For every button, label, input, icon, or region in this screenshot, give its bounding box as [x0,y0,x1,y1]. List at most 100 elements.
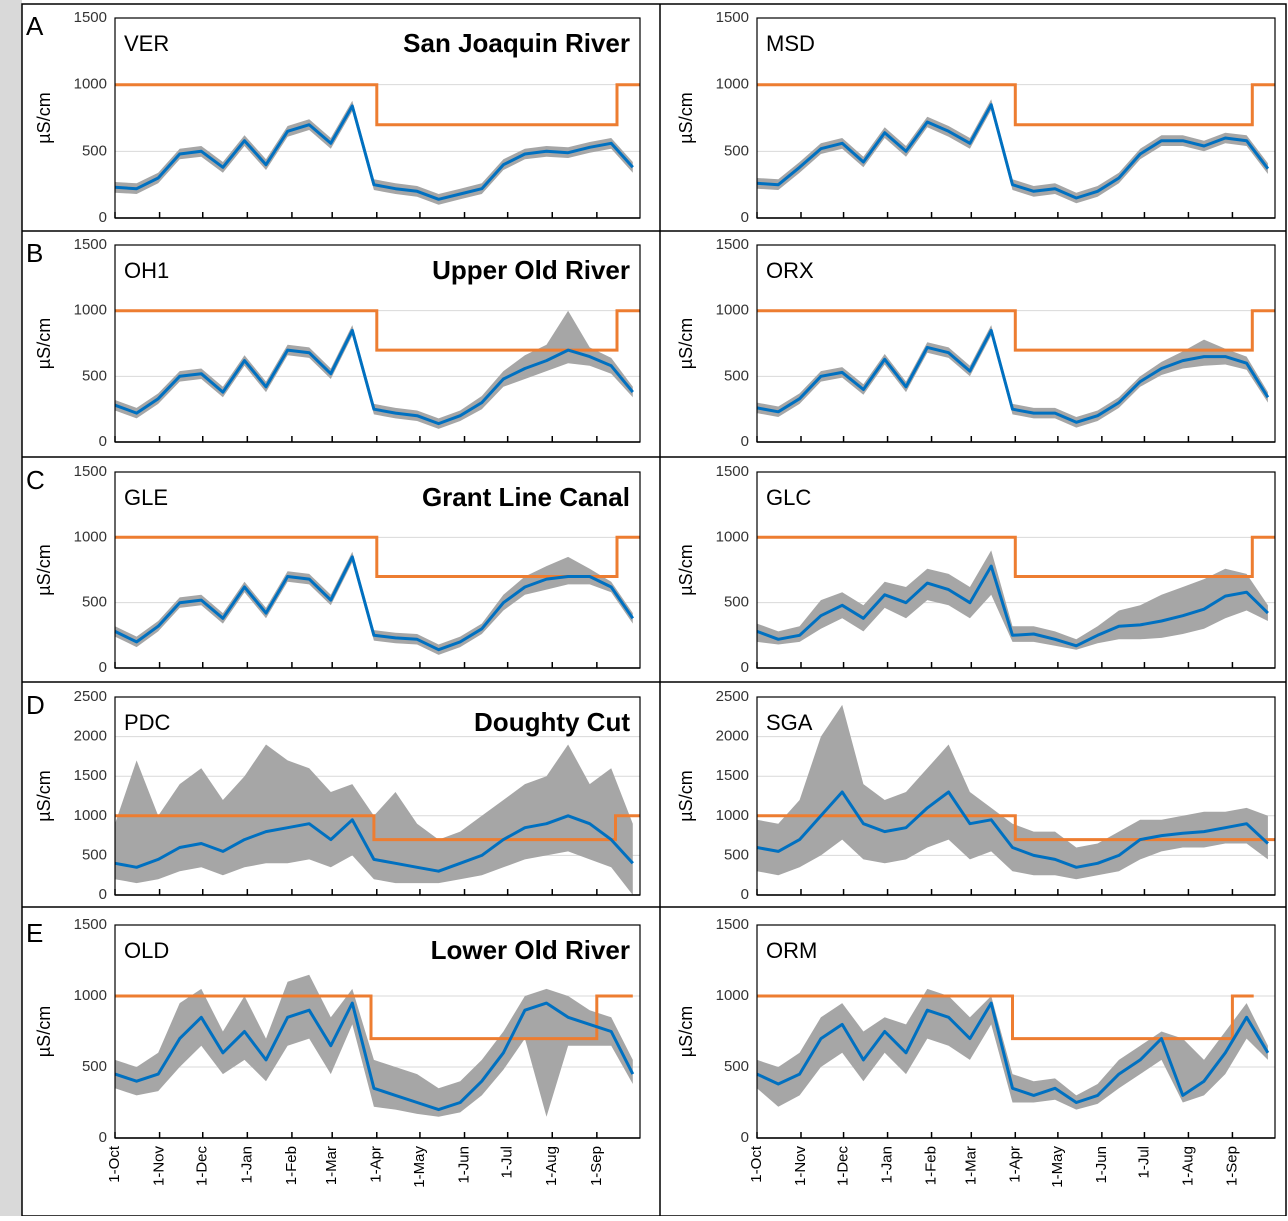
y-tick-label: 1000 [716,76,749,93]
y-tick-label: 2500 [716,688,749,705]
y-tick-label: 500 [724,594,749,611]
range-band [115,974,633,1117]
mean-line [114,814,634,873]
y-tick-label: 1000 [74,302,107,319]
y-tick-label: 1500 [74,916,107,933]
x-tick-label: 1-Jun [455,1146,472,1184]
panel-title: Doughty Cut [474,707,630,737]
panel: 0 500 1000 1500 µS/cm MSD [676,9,1276,226]
y-tick-label: 1000 [74,987,107,1004]
y-axis-label: µS/cm [34,92,54,143]
y-tick-label: 0 [99,209,107,226]
x-tick-label: 1-Jan [238,1146,255,1184]
panel-title: San Joaquin River [403,28,630,58]
threshold-line [757,309,1275,352]
x-tick-label: 1-Mar [962,1146,979,1185]
panel-title: Lower Old River [431,935,630,965]
threshold-line [115,83,640,127]
station-label: GLE [124,485,168,510]
y-tick-label: 500 [724,846,749,863]
y-tick-label: 0 [99,433,107,450]
station-label: ORM [766,938,817,963]
panel-letter: C [26,465,45,495]
y-tick-label: 1500 [716,236,749,253]
mean-line [114,555,635,652]
y-tick-label: 1000 [716,528,749,545]
station-label: MSD [766,31,815,56]
y-tick-label: 500 [82,594,107,611]
y-tick-label: 500 [82,846,107,863]
y-tick-label: 500 [724,1058,749,1075]
range-band [757,988,1268,1110]
mean-line [114,104,634,201]
y-tick-label: 1500 [716,916,749,933]
panel-letter: B [26,238,43,268]
panel-title: Grant Line Canal [422,482,630,512]
y-tick-label: 500 [82,142,107,159]
y-tick-label: 500 [724,142,749,159]
threshold-line [115,994,633,1041]
station-label: PDC [124,710,171,735]
y-tick-label: 1500 [716,463,749,480]
threshold-line [757,83,1275,127]
x-tick-label: 1-Feb [283,1146,300,1185]
panel: 0 500 1000 1500 1-Oct 1-Nov 1-Dec 1-Jan 1-Feb 1-M… [26,916,641,1188]
x-tick-label: 1-Nov [792,1146,809,1187]
mean-line [756,1001,1270,1104]
y-tick-label: 1000 [74,807,107,824]
x-tick-label: 1-Apr [1006,1146,1023,1183]
mean-line [114,328,634,426]
y-tick-label: 2000 [716,728,749,745]
y-tick-label: 1500 [74,236,107,253]
threshold-line [757,994,1254,1041]
y-tick-label: 1500 [74,767,107,784]
y-tick-label: 500 [724,367,749,384]
y-axis-label: µS/cm [676,770,696,821]
y-tick-label: 1500 [74,9,107,26]
station-label: OLD [124,938,169,963]
panel: 0 500 1000 1500 µS/cm VER A San Joaquin River [26,9,641,226]
threshold-line [115,535,640,578]
panel-title: Upper Old River [432,255,630,285]
station-label: ORX [766,258,814,283]
x-tick-label: 1-Jun [1093,1146,1110,1184]
panel-letter: E [26,918,43,948]
y-tick-label: 500 [82,367,107,384]
y-tick-label: 1000 [716,987,749,1004]
y-tick-label: 500 [82,1058,107,1075]
mean-line [114,1001,635,1112]
x-tick-label: 1-Feb [923,1146,940,1185]
x-tick-label: 1-Dec [835,1146,852,1187]
y-tick-label: 0 [741,886,749,903]
y-tick-label: 0 [741,1129,749,1146]
x-tick-label: 1-Oct [748,1145,765,1183]
x-tick-label: 1-Sep [588,1146,605,1186]
y-axis-label: µS/cm [676,1006,696,1057]
y-axis-label: µS/cm [676,544,696,595]
y-tick-label: 1000 [716,302,749,319]
panel: 0 500 1000 1500 1-Oct 1-Nov 1-Dec 1-Jan 1-Feb 1-M… [676,916,1276,1188]
y-axis-label: µS/cm [34,544,54,595]
mean-line [756,790,1269,869]
x-tick-label: 1-Oct [106,1145,123,1183]
y-tick-label: 2500 [74,688,107,705]
x-tick-label: 1-Jan [879,1146,896,1184]
x-tick-label: 1-Sep [1223,1146,1240,1186]
y-tick-label: 1000 [74,528,107,545]
panel: 0 500 1000 1500 µS/cm GLC [676,463,1276,676]
panel: 0 500 1000 1500 µS/cm OH1 B Upper Old River [26,236,641,450]
y-tick-label: 1500 [716,767,749,784]
y-tick-label: 0 [741,433,749,450]
panel: 0 500 1000 1500 2000 2500 µS/cm PDC D Doughty Cut [26,688,641,903]
x-tick-label: 1-Aug [1179,1146,1196,1186]
y-tick-label: 1000 [74,76,107,93]
x-tick-label: 1-May [1049,1146,1066,1188]
station-label: GLC [766,485,811,510]
mean-line [756,328,1270,424]
y-tick-label: 0 [741,209,749,226]
y-axis-label: µS/cm [676,92,696,143]
panel: 0 500 1000 1500 2000 2500 µS/cm SGA [676,688,1276,903]
y-tick-label: 1500 [74,463,107,480]
x-tick-label: 1-Jul [499,1146,516,1179]
